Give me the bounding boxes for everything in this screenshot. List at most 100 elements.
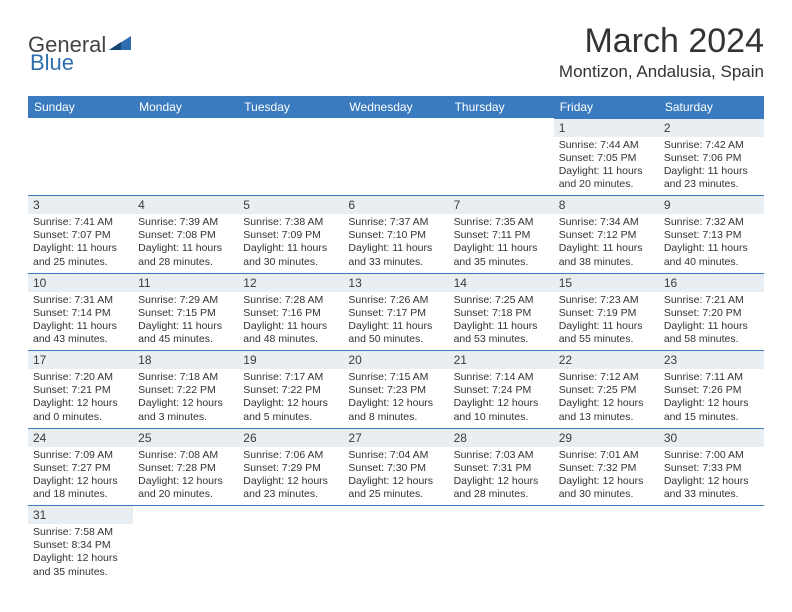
day-number: 26 xyxy=(238,429,343,447)
logo-text-blue: Blue xyxy=(30,50,74,75)
daylight-line: Daylight: 12 hours and 25 minutes. xyxy=(348,475,443,501)
daylight-line: Daylight: 11 hours and 30 minutes. xyxy=(243,242,338,268)
sunset-line: Sunset: 7:05 PM xyxy=(559,152,654,165)
sunrise-line: Sunrise: 7:06 AM xyxy=(243,449,338,462)
day-number: 13 xyxy=(343,274,448,292)
sunset-line: Sunset: 7:15 PM xyxy=(138,307,233,320)
day-number: 1 xyxy=(554,119,659,137)
day-number: 19 xyxy=(238,351,343,369)
calendar-row: 31Sunrise: 7:58 AMSunset: 8:34 PMDayligh… xyxy=(28,506,764,583)
calendar-cell: 2Sunrise: 7:42 AMSunset: 7:06 PMDaylight… xyxy=(659,118,764,196)
sunrise-line: Sunrise: 7:11 AM xyxy=(664,371,759,384)
calendar-cell: 16Sunrise: 7:21 AMSunset: 7:20 PMDayligh… xyxy=(659,273,764,351)
day-number xyxy=(28,118,133,134)
day-number: 17 xyxy=(28,351,133,369)
sunrise-line: Sunrise: 7:39 AM xyxy=(138,216,233,229)
calendar-cell: 17Sunrise: 7:20 AMSunset: 7:21 PMDayligh… xyxy=(28,351,133,429)
day-number: 20 xyxy=(343,351,448,369)
calendar-row: 10Sunrise: 7:31 AMSunset: 7:14 PMDayligh… xyxy=(28,273,764,351)
sunset-line: Sunset: 7:27 PM xyxy=(33,462,128,475)
day-data: Sunrise: 7:37 AMSunset: 7:10 PMDaylight:… xyxy=(343,214,448,273)
sunrise-line: Sunrise: 7:20 AM xyxy=(33,371,128,384)
sunrise-line: Sunrise: 7:37 AM xyxy=(348,216,443,229)
sunset-line: Sunset: 7:16 PM xyxy=(243,307,338,320)
calendar-header-row: Sunday Monday Tuesday Wednesday Thursday… xyxy=(28,96,764,119)
calendar-row: 17Sunrise: 7:20 AMSunset: 7:21 PMDayligh… xyxy=(28,351,764,429)
sunset-line: Sunset: 7:23 PM xyxy=(348,384,443,397)
day-number: 8 xyxy=(554,196,659,214)
calendar-row: 3Sunrise: 7:41 AMSunset: 7:07 PMDaylight… xyxy=(28,196,764,274)
calendar-cell: 7Sunrise: 7:35 AMSunset: 7:11 PMDaylight… xyxy=(449,196,554,274)
sunrise-line: Sunrise: 7:32 AM xyxy=(664,216,759,229)
calendar-table: Sunday Monday Tuesday Wednesday Thursday… xyxy=(28,96,764,583)
daylight-line: Daylight: 12 hours and 3 minutes. xyxy=(138,397,233,423)
logo-triangle-icon xyxy=(109,30,131,56)
day-data: Sunrise: 7:08 AMSunset: 7:28 PMDaylight:… xyxy=(133,447,238,506)
sunrise-line: Sunrise: 7:12 AM xyxy=(559,371,654,384)
day-data: Sunrise: 7:03 AMSunset: 7:31 PMDaylight:… xyxy=(449,447,554,506)
daylight-line: Daylight: 11 hours and 33 minutes. xyxy=(348,242,443,268)
sunrise-line: Sunrise: 7:00 AM xyxy=(664,449,759,462)
calendar-cell: 22Sunrise: 7:12 AMSunset: 7:25 PMDayligh… xyxy=(554,351,659,429)
sunset-line: Sunset: 7:19 PM xyxy=(559,307,654,320)
day-number xyxy=(133,506,238,522)
sunset-line: Sunset: 7:11 PM xyxy=(454,229,549,242)
sunrise-line: Sunrise: 7:41 AM xyxy=(33,216,128,229)
calendar-cell xyxy=(238,118,343,196)
day-data: Sunrise: 7:12 AMSunset: 7:25 PMDaylight:… xyxy=(554,369,659,428)
day-number: 16 xyxy=(659,274,764,292)
calendar-cell xyxy=(343,506,448,583)
calendar-cell: 24Sunrise: 7:09 AMSunset: 7:27 PMDayligh… xyxy=(28,428,133,506)
day-number xyxy=(133,118,238,134)
day-data: Sunrise: 7:58 AMSunset: 8:34 PMDaylight:… xyxy=(28,524,133,583)
day-number: 27 xyxy=(343,429,448,447)
day-number: 2 xyxy=(659,119,764,137)
day-number: 15 xyxy=(554,274,659,292)
day-data: Sunrise: 7:18 AMSunset: 7:22 PMDaylight:… xyxy=(133,369,238,428)
calendar-cell: 1Sunrise: 7:44 AMSunset: 7:05 PMDaylight… xyxy=(554,118,659,196)
day-data: Sunrise: 7:32 AMSunset: 7:13 PMDaylight:… xyxy=(659,214,764,273)
sunrise-line: Sunrise: 7:28 AM xyxy=(243,294,338,307)
day-number: 21 xyxy=(449,351,554,369)
sunrise-line: Sunrise: 7:04 AM xyxy=(348,449,443,462)
sunset-line: Sunset: 7:06 PM xyxy=(664,152,759,165)
day-number: 24 xyxy=(28,429,133,447)
day-number: 31 xyxy=(28,506,133,524)
location: Montizon, Andalusia, Spain xyxy=(559,62,764,82)
sunset-line: Sunset: 7:31 PM xyxy=(454,462,549,475)
calendar-cell xyxy=(449,506,554,583)
day-data: Sunrise: 7:38 AMSunset: 7:09 PMDaylight:… xyxy=(238,214,343,273)
daylight-line: Daylight: 11 hours and 48 minutes. xyxy=(243,320,338,346)
month-title: March 2024 xyxy=(559,24,764,60)
sunset-line: Sunset: 7:18 PM xyxy=(454,307,549,320)
daylight-line: Daylight: 11 hours and 50 minutes. xyxy=(348,320,443,346)
sunrise-line: Sunrise: 7:42 AM xyxy=(664,139,759,152)
day-number: 3 xyxy=(28,196,133,214)
day-data: Sunrise: 7:00 AMSunset: 7:33 PMDaylight:… xyxy=(659,447,764,506)
weekday-header: Sunday xyxy=(28,96,133,119)
calendar-cell: 13Sunrise: 7:26 AMSunset: 7:17 PMDayligh… xyxy=(343,273,448,351)
calendar-cell: 25Sunrise: 7:08 AMSunset: 7:28 PMDayligh… xyxy=(133,428,238,506)
sunrise-line: Sunrise: 7:18 AM xyxy=(138,371,233,384)
day-data: Sunrise: 7:09 AMSunset: 7:27 PMDaylight:… xyxy=(28,447,133,506)
calendar-cell: 23Sunrise: 7:11 AMSunset: 7:26 PMDayligh… xyxy=(659,351,764,429)
calendar-cell: 20Sunrise: 7:15 AMSunset: 7:23 PMDayligh… xyxy=(343,351,448,429)
calendar-cell: 30Sunrise: 7:00 AMSunset: 7:33 PMDayligh… xyxy=(659,428,764,506)
daylight-line: Daylight: 12 hours and 13 minutes. xyxy=(559,397,654,423)
day-data: Sunrise: 7:29 AMSunset: 7:15 PMDaylight:… xyxy=(133,292,238,351)
sunset-line: Sunset: 7:25 PM xyxy=(559,384,654,397)
day-number xyxy=(343,118,448,134)
daylight-line: Daylight: 11 hours and 53 minutes. xyxy=(454,320,549,346)
sunrise-line: Sunrise: 7:29 AM xyxy=(138,294,233,307)
day-number: 6 xyxy=(343,196,448,214)
daylight-line: Daylight: 12 hours and 8 minutes. xyxy=(348,397,443,423)
day-data: Sunrise: 7:01 AMSunset: 7:32 PMDaylight:… xyxy=(554,447,659,506)
calendar-cell: 8Sunrise: 7:34 AMSunset: 7:12 PMDaylight… xyxy=(554,196,659,274)
day-number: 28 xyxy=(449,429,554,447)
sunset-line: Sunset: 7:24 PM xyxy=(454,384,549,397)
daylight-line: Daylight: 12 hours and 0 minutes. xyxy=(33,397,128,423)
daylight-line: Daylight: 11 hours and 55 minutes. xyxy=(559,320,654,346)
daylight-line: Daylight: 12 hours and 5 minutes. xyxy=(243,397,338,423)
calendar-cell: 11Sunrise: 7:29 AMSunset: 7:15 PMDayligh… xyxy=(133,273,238,351)
day-data: Sunrise: 7:42 AMSunset: 7:06 PMDaylight:… xyxy=(659,137,764,196)
